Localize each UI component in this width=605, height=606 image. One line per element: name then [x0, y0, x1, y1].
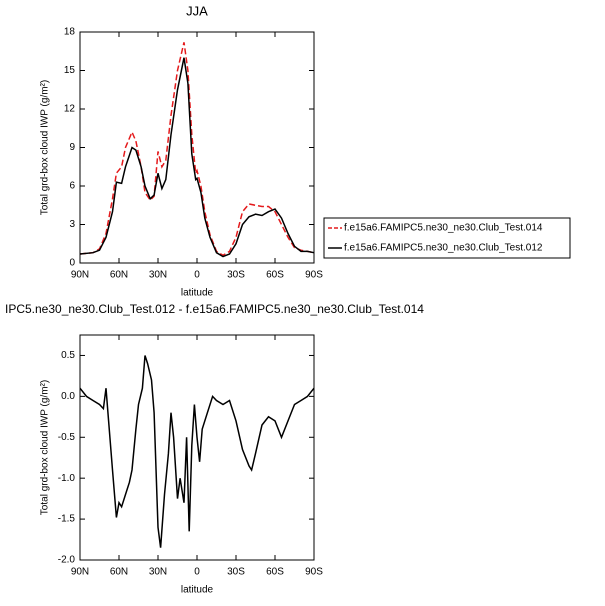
x-tick-label: 30S: [227, 270, 245, 281]
x-axis-label: latitude: [181, 585, 214, 596]
plot-frame: [79, 31, 315, 264]
legend-label: f.e15a6.FAMIPC5.ne30_ne30.Club_Test.012: [344, 243, 543, 254]
y-tick-label: 3: [69, 219, 75, 230]
x-tick-label: 90N: [71, 567, 89, 578]
legend-box: [323, 217, 571, 259]
x-tick-label: 60N: [110, 567, 128, 578]
y-tick-label: 0.0: [61, 391, 75, 402]
x-tick-label: 60N: [110, 270, 128, 281]
y-axis-label: Total grd-box cloud IWP (g/m²): [40, 80, 51, 215]
x-tick-label: 0: [194, 567, 200, 578]
y-tick-label: 6: [69, 181, 75, 192]
x-axis-label: latitude: [181, 288, 214, 299]
x-tick-label: 0: [194, 270, 200, 281]
x-tick-label: 90S: [305, 270, 323, 281]
y-tick-label: -0.5: [58, 432, 76, 443]
data-line: [79, 57, 315, 258]
x-tick-label: 60S: [266, 270, 284, 281]
y-tick-label: 18: [64, 27, 76, 38]
x-tick-label: 90N: [71, 270, 89, 281]
y-tick-label: 12: [64, 104, 76, 115]
y-tick-label: 0.5: [61, 350, 75, 361]
y-tick-label: 9: [69, 142, 75, 153]
x-tick-label: 60S: [266, 567, 284, 578]
chart-title: IPC5.ne30_ne30.Club_Test.012 - f.e15a6.F…: [5, 302, 424, 316]
x-tick-label: 30S: [227, 567, 245, 578]
y-tick-label: -1.0: [58, 473, 76, 484]
legend-label: f.e15a6.FAMIPC5.ne30_ne30.Club_Test.014: [344, 223, 543, 234]
x-tick-label: 30N: [149, 567, 167, 578]
x-tick-label: 90S: [305, 567, 323, 578]
y-tick-label: 0: [69, 258, 75, 269]
chart-title: JJA: [186, 3, 208, 18]
y-tick-label: -2.0: [58, 555, 76, 566]
y-tick-label: 15: [64, 65, 76, 76]
x-tick-label: 30N: [149, 270, 167, 281]
y-tick-label: -1.5: [58, 514, 76, 525]
data-line: [79, 355, 315, 548]
plot-frame: [79, 334, 315, 561]
y-axis-label: Total grd-box cloud IWP (g/m²): [40, 380, 51, 515]
data-line: [79, 42, 315, 257]
